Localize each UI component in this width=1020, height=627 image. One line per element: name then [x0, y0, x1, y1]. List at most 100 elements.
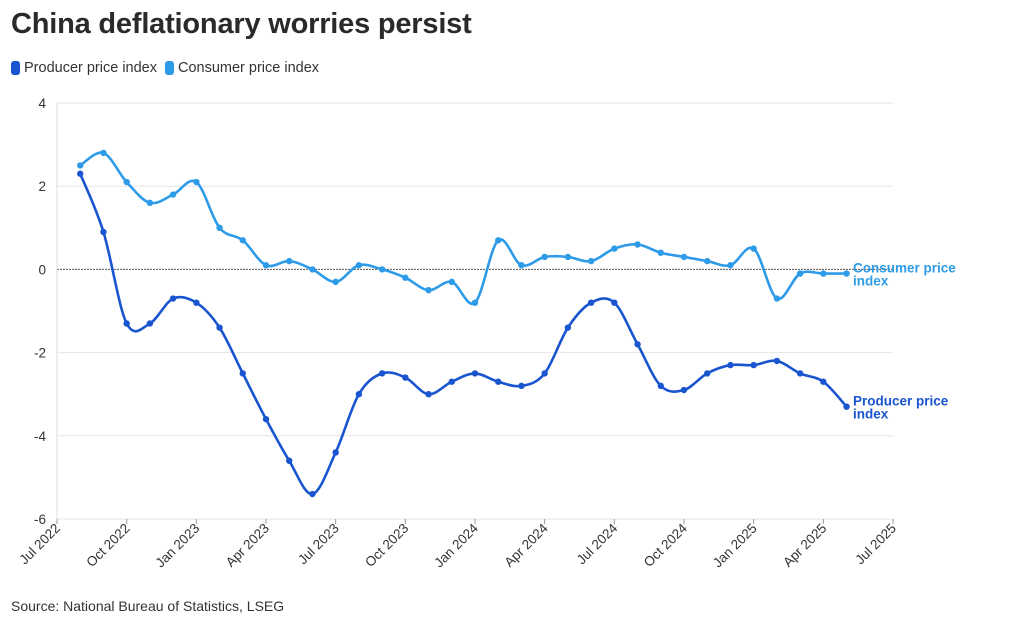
data-point-cpi: [820, 270, 827, 277]
data-point-cpi: [495, 237, 502, 244]
legend-item-cpi: Consumer price index: [165, 60, 319, 76]
data-point-ppi: [286, 457, 293, 464]
data-point-cpi: [146, 199, 154, 207]
data-point-ppi: [169, 295, 177, 302]
data-point-cpi: [309, 266, 316, 273]
data-point-ppi: [704, 370, 711, 377]
x-tick-label: Jul 2022: [16, 521, 63, 568]
data-point-cpi: [169, 191, 177, 198]
data-point-cpi: [77, 162, 84, 169]
data-point-ppi: [239, 370, 246, 377]
x-tick-label: Jul 2023: [295, 521, 342, 568]
data-point-ppi: [100, 228, 107, 236]
data-point-ppi: [146, 320, 154, 327]
data-point-ppi: [216, 324, 223, 331]
data-point-ppi: [425, 391, 432, 398]
data-point-cpi: [680, 253, 688, 261]
data-point-cpi: [587, 257, 595, 265]
end-label-cpi: Consumer price: [853, 261, 956, 276]
data-point-ppi: [262, 415, 270, 423]
data-point-cpi: [611, 245, 618, 252]
x-tick-label: Apr 2023: [223, 521, 272, 570]
data-point-ppi: [541, 370, 548, 377]
y-tick-label: 0: [38, 262, 46, 277]
data-point-ppi: [471, 370, 479, 377]
x-tick-label: Jan 2023: [153, 521, 203, 571]
end-label-ppi: Producer price: [853, 394, 949, 409]
data-point-ppi: [773, 357, 781, 365]
data-point-ppi: [193, 299, 200, 306]
legend-label-cpi: Consumer price index: [178, 60, 320, 76]
data-point-ppi: [611, 299, 618, 306]
data-point-ppi: [448, 378, 455, 385]
x-tick-label: Oct 2024: [641, 520, 691, 570]
data-point-ppi: [680, 386, 688, 394]
data-point-cpi: [123, 178, 130, 186]
data-point-ppi: [796, 370, 804, 377]
y-tick-label: -6: [34, 512, 46, 527]
data-point-ppi: [843, 403, 850, 410]
data-point-cpi: [262, 262, 270, 269]
data-point-cpi: [355, 262, 363, 269]
source-note: Source: National Bureau of Statistics, L…: [11, 598, 285, 614]
data-point-ppi: [518, 382, 525, 390]
data-point-ppi: [564, 324, 572, 331]
x-tick-label: Apr 2024: [501, 520, 551, 570]
data-point-cpi: [518, 262, 525, 269]
data-point-cpi: [541, 253, 548, 261]
x-tick-label: Oct 2023: [362, 521, 411, 570]
data-point-cpi: [286, 257, 293, 265]
data-point-ppi: [355, 391, 363, 398]
x-tick-label: Jul 2025: [852, 521, 899, 568]
data-point-cpi: [402, 274, 409, 281]
x-tick-label: Apr 2025: [780, 521, 829, 570]
data-point-cpi: [564, 253, 572, 261]
data-point-ppi: [820, 378, 827, 385]
legend-item-ppi: Producer price index: [11, 60, 157, 76]
x-tick-label: Oct 2022: [83, 521, 132, 570]
end-label-cpi: index: [853, 274, 889, 289]
data-point-ppi: [77, 170, 84, 177]
data-point-cpi: [704, 257, 711, 265]
data-point-ppi: [495, 378, 502, 385]
data-point-ppi: [750, 361, 757, 369]
legend-label-ppi: Producer price index: [24, 60, 157, 76]
legend-swatch-cpi: [165, 61, 174, 75]
data-point-cpi: [193, 178, 200, 186]
data-point-cpi: [773, 295, 781, 302]
data-point-cpi: [843, 270, 850, 277]
chart-title: China deflationary worries persist: [11, 8, 472, 40]
data-point-cpi: [448, 278, 455, 286]
data-point-cpi: [471, 299, 479, 306]
legend-swatch-ppi: [11, 61, 20, 75]
data-point-ppi: [727, 361, 734, 369]
data-point-cpi: [378, 266, 386, 273]
end-label-ppi: index: [853, 407, 889, 422]
data-point-cpi: [332, 278, 339, 286]
y-tick-label: 2: [38, 179, 46, 194]
data-point-cpi: [634, 241, 641, 248]
data-point-cpi: [216, 224, 223, 231]
data-point-ppi: [123, 320, 130, 327]
data-point-cpi: [750, 245, 757, 252]
legend: Producer price index Consumer price inde…: [11, 58, 327, 78]
data-point-cpi: [425, 287, 432, 294]
x-tick-label: Jan 2024: [431, 520, 481, 570]
data-point-cpi: [727, 262, 734, 269]
data-point-cpi: [239, 237, 246, 244]
data-point-cpi: [796, 270, 804, 277]
data-point-ppi: [587, 299, 595, 306]
x-tick-label: Jul 2024: [574, 520, 621, 567]
data-point-ppi: [657, 382, 664, 390]
data-point-ppi: [309, 490, 316, 498]
y-tick-label: -2: [34, 346, 46, 361]
y-tick-label: -4: [34, 429, 46, 444]
x-tick-label: Jan 2025: [710, 521, 760, 571]
data-point-ppi: [378, 370, 386, 377]
data-point-ppi: [402, 374, 409, 381]
series-line-ppi: [78, 172, 848, 496]
data-point-cpi: [100, 149, 107, 157]
data-point-ppi: [332, 449, 339, 456]
y-tick-label: 4: [38, 96, 46, 111]
